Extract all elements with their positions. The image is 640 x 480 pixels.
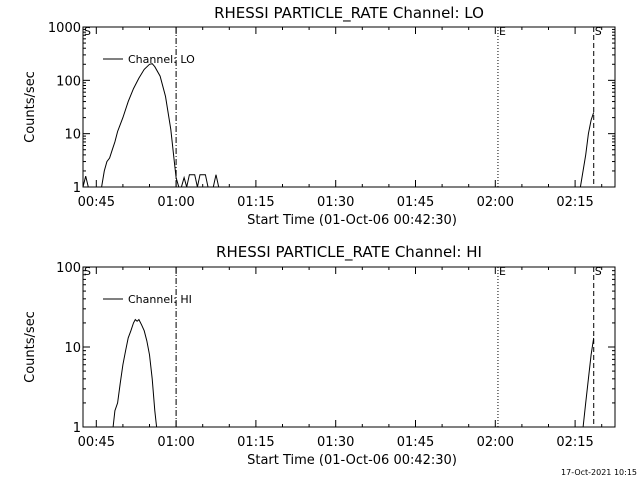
plot-frame	[82, 266, 616, 428]
event-marker-label: E	[499, 25, 506, 38]
chart-title: RHESSI PARTICLE_RATE Channel: HI	[216, 243, 482, 262]
x-tick-label: 02:15	[556, 195, 593, 210]
x-tick-label: 02:00	[477, 435, 514, 450]
x-tick-label: 01:30	[317, 195, 354, 210]
event-marker-label: S	[595, 25, 602, 38]
x-tick-label: 02:15	[556, 435, 593, 450]
y-tick-label: 1	[73, 181, 81, 196]
y-tick-label: 1	[73, 421, 81, 436]
y-tick-label: 100	[56, 261, 81, 276]
legend-label: Channel: HI	[128, 293, 192, 306]
x-tick-label: 01:45	[397, 435, 434, 450]
x-tick-label: 01:00	[157, 195, 194, 210]
plot-frame	[82, 26, 616, 188]
legend-label: Channel: LO	[128, 53, 195, 66]
event-marker-label: S	[595, 265, 602, 278]
event-marker-label: S	[84, 25, 91, 38]
x-tick-label: 01:30	[317, 435, 354, 450]
y-tick-label: 1000	[48, 21, 81, 36]
timestamp: 17-Oct-2021 10:15	[561, 468, 637, 477]
panel-1: RHESSI PARTICLE_RATE Channel: LO 00:45 01:…	[23, 4, 616, 228]
y-axis-label: Counts/sec	[23, 311, 38, 383]
y-tick-label: 10	[64, 128, 81, 143]
x-tick-label: 01:15	[237, 195, 274, 210]
y-tick-label: 100	[56, 74, 81, 89]
x-tick-label: 01:15	[237, 435, 274, 450]
event-marker-label: E	[499, 265, 506, 278]
x-axis-label: Start Time (01-Oct-06 00:42:30)	[247, 213, 457, 228]
x-axis-label: Start Time (01-Oct-06 00:42:30)	[247, 453, 457, 468]
x-tick-label: 02:00	[477, 195, 514, 210]
x-tick-label: 01:45	[397, 195, 434, 210]
y-axis-label: Counts/sec	[23, 71, 38, 143]
series-line	[82, 63, 595, 188]
x-tick-label: 00:45	[78, 195, 115, 210]
chart-title: RHESSI PARTICLE_RATE Channel: LO	[214, 4, 484, 23]
panel-2: RHESSI PARTICLE_RATE Channel: HI 00:45 01:…	[23, 243, 616, 468]
x-tick-label: 01:00	[157, 435, 194, 450]
event-marker-label: S	[84, 265, 91, 278]
series-line	[112, 318, 595, 428]
x-tick-label: 00:45	[78, 435, 115, 450]
y-tick-label: 10	[64, 341, 81, 356]
